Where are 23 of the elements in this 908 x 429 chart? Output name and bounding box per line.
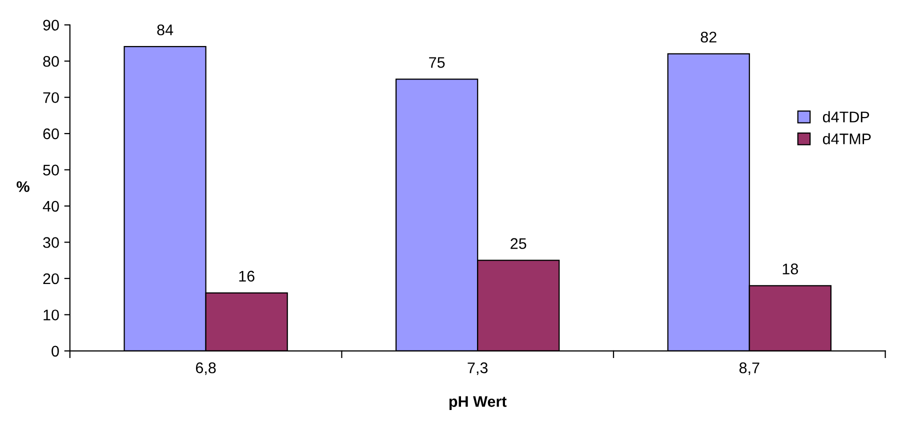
y-tick-label: 10: [44, 310, 59, 320]
y-tick-label: 80: [43, 56, 59, 67]
y-tick-label: 60: [43, 128, 59, 140]
x-tick-label: 8,7: [739, 362, 760, 376]
data-label: 16: [239, 270, 254, 282]
y-tick-label: 90: [43, 20, 59, 31]
y-tick-label: 70: [43, 92, 59, 104]
x-tick-label: 7,3: [468, 362, 488, 376]
data-label: 18: [782, 264, 798, 274]
y-axis-title: %: [16, 181, 30, 192]
legend-label: d4TDP: [822, 111, 870, 122]
y-tick-label: 50: [43, 164, 59, 176]
data-label: 25: [510, 238, 526, 249]
y-tick-label: 30: [43, 237, 59, 248]
y-tick-label: 40: [42, 200, 59, 212]
legend-label: d4TMP: [822, 133, 871, 144]
y-tick-label: 20: [43, 273, 59, 284]
data-label: 84: [157, 24, 174, 36]
x-axis-title: pH Wert: [449, 396, 507, 410]
x-tick-label: 6,8: [196, 362, 216, 376]
data-label: 82: [700, 32, 716, 43]
data-label: 75: [429, 57, 445, 68]
y-tick-label: 0: [52, 346, 59, 357]
